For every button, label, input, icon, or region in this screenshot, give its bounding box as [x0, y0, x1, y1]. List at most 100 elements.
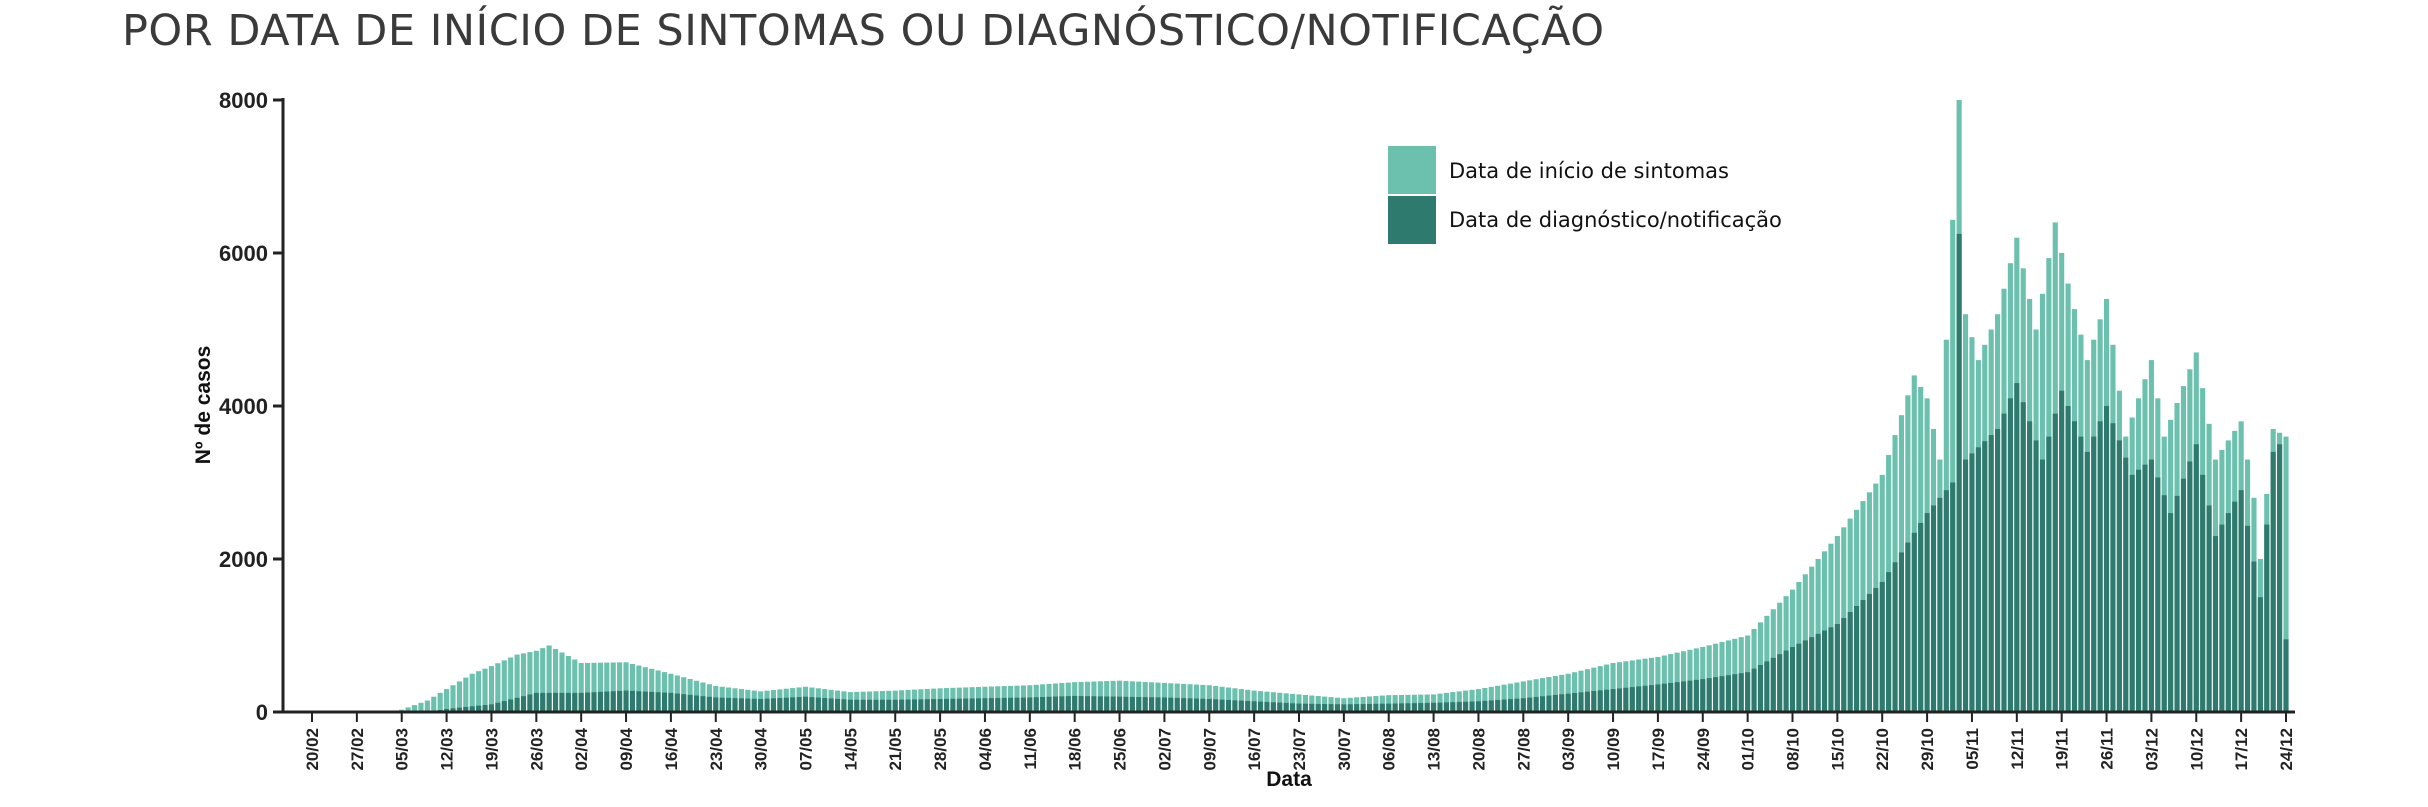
diagnosis-bar — [2238, 490, 2244, 712]
onset-bar — [1181, 683, 1187, 712]
diagnosis-bar — [2206, 505, 2212, 712]
onset-bar — [1136, 681, 1142, 712]
diagnosis-bar — [2059, 390, 2065, 712]
diagnosis-bar — [681, 694, 687, 712]
diagnosis-bar — [809, 697, 815, 712]
onset-bar — [623, 662, 629, 712]
diagnosis-bar — [1507, 699, 1514, 712]
onset-bar — [1610, 663, 1616, 712]
diagnosis-bar — [2270, 451, 2276, 712]
onset-bar — [1533, 679, 1539, 712]
diagnosis-bar — [1270, 702, 1276, 712]
diagnosis-bar — [1565, 693, 1571, 712]
x-tick-label: 05/11 — [1963, 728, 1982, 770]
onset-bar — [1578, 670, 1584, 712]
diagnosis-bar — [2103, 406, 2110, 712]
diagnosis-bar — [495, 702, 501, 712]
x-tick-label: 02/07 — [1155, 728, 1174, 771]
diagnosis-bar — [1264, 701, 1270, 712]
diagnosis-bar — [565, 692, 571, 712]
onset-bar — [655, 670, 661, 712]
diagnosis-bar — [758, 698, 764, 712]
diagnosis-bar — [1584, 691, 1590, 712]
onset-bar — [431, 696, 437, 712]
diagnosis-bar — [1847, 612, 1853, 712]
diagnosis-bar — [918, 699, 924, 712]
onset-bar — [1283, 693, 1289, 712]
onset-bar — [508, 657, 514, 712]
diagnosis-bar — [1469, 701, 1475, 712]
x-tick-label: 03/12 — [2142, 728, 2161, 771]
diagnosis-bar — [1841, 618, 1847, 712]
diagnosis-bar — [2257, 597, 2263, 712]
x-tick-label: 29/10 — [1918, 728, 1937, 771]
onset-bar — [578, 663, 584, 712]
onset-bar — [1225, 687, 1232, 712]
diagnosis-bar — [661, 692, 668, 712]
onset-bar — [629, 663, 636, 712]
onset-bar — [1623, 661, 1629, 712]
diagnosis-bar — [1995, 428, 2001, 712]
diagnosis-bar — [847, 699, 853, 712]
diagnosis-bar — [572, 692, 578, 712]
diagnosis-bar — [1860, 599, 1866, 712]
onset-bar — [1616, 662, 1623, 712]
diagnosis-bar — [501, 701, 507, 712]
onset-bar — [1642, 658, 1648, 712]
diagnosis-bar — [790, 697, 796, 712]
diagnosis-bar — [796, 697, 802, 712]
onset-bar — [1629, 660, 1635, 712]
x-tick-label: 06/08 — [1380, 728, 1399, 771]
legend-label-onset: Data de início de sintomas — [1449, 159, 1729, 183]
diagnosis-bar — [937, 698, 943, 712]
diagnosis-bar — [899, 699, 905, 712]
x-tick-label: 19/11 — [2053, 728, 2072, 770]
diagnosis-bar — [777, 698, 783, 712]
diagnosis-bar — [1905, 542, 1911, 712]
diagnosis-bar — [783, 697, 789, 712]
diagnosis-bar — [1456, 701, 1462, 712]
diagnosis-bar — [1181, 698, 1187, 712]
diagnosis-bar — [802, 696, 809, 712]
onset-bar — [1110, 680, 1116, 712]
y-tick-label: 6000 — [219, 241, 268, 266]
diagnosis-bar — [700, 696, 706, 712]
onset-bar — [1552, 675, 1558, 712]
diagnosis-bar — [514, 697, 520, 712]
x-tick-label: 15/10 — [1828, 728, 1847, 771]
diagnosis-bar — [1757, 665, 1764, 712]
onset-bar — [642, 667, 648, 712]
diagnosis-bar — [2020, 402, 2026, 712]
diagnosis-bar — [1648, 685, 1655, 712]
diagnosis-bar — [1136, 697, 1142, 712]
diagnosis-bar — [1084, 696, 1091, 712]
diagnosis-bar — [1501, 699, 1507, 712]
diagnosis-bar — [2212, 536, 2219, 712]
diagnosis-bar — [1821, 630, 1828, 712]
diagnosis-bar — [1251, 701, 1257, 712]
diagnosis-bar — [1450, 702, 1456, 712]
diagnosis-bar — [2251, 561, 2257, 712]
diagnosis-bar — [1110, 696, 1116, 712]
diagnosis-bar — [931, 699, 937, 712]
diagnosis-bar — [1174, 697, 1180, 712]
diagnosis-bar — [1354, 704, 1360, 712]
diagnosis-bar — [674, 693, 680, 712]
onset-bar — [1142, 681, 1148, 712]
diagnosis-bar — [1322, 704, 1328, 712]
onset-bar — [533, 650, 539, 712]
diagnosis-bar — [2225, 513, 2231, 712]
diagnosis-bar — [1623, 687, 1629, 712]
diagnosis-bar — [2264, 524, 2270, 712]
diagnosis-bar — [1386, 703, 1392, 712]
diagnosis-bar — [1796, 643, 1802, 712]
onset-bar — [546, 645, 552, 712]
diagnosis-bar — [2001, 413, 2007, 712]
diagnosis-bar — [649, 691, 655, 712]
diagnosis-bar — [1546, 695, 1552, 712]
diagnosis-bar — [969, 698, 975, 712]
diagnosis-bar — [693, 695, 700, 712]
x-tick-label: 08/10 — [1784, 728, 1803, 771]
diagnosis-bar — [1142, 697, 1148, 712]
diagnosis-bar — [1668, 682, 1674, 712]
